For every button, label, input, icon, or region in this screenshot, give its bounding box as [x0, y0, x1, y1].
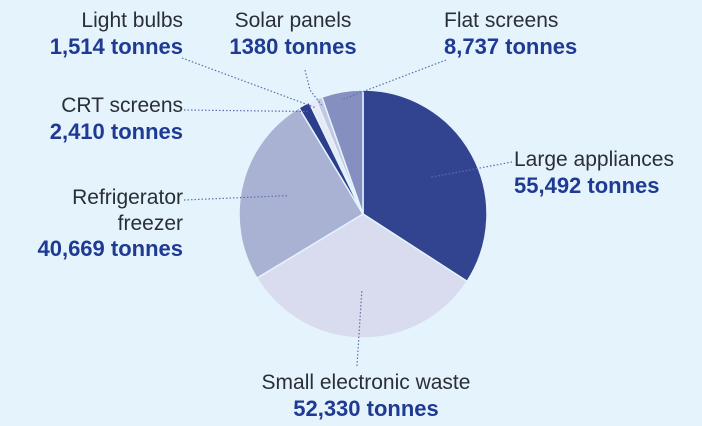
pie-slice-small-electronic-waste [255, 213, 469, 339]
label-large-appliances: Large appliances 55,492 tonnes [514, 147, 674, 199]
label-crt-screens-name: CRT screens [61, 94, 183, 117]
label-crt-screens: CRT screens 2,410 tonnes [50, 93, 183, 145]
label-crt-screens-value: 2,410 tonnes [49, 118, 183, 144]
label-light-bulbs-value: 1,514 tonnes [49, 33, 183, 59]
pie-slice-refrigerator-freezer [238, 106, 365, 280]
label-light-bulbs: Light bulbs 1,514 tonnes [50, 8, 183, 60]
leader-line-flat-screens [343, 59, 447, 100]
label-solar-panels-value: 1380 tonnes [229, 33, 357, 59]
label-refrigerator-name-2: freezer [117, 211, 183, 235]
label-refrigerator-name: Refrigerator [72, 186, 183, 209]
label-flat-screens: Flat screens 8,737 tonnes [444, 8, 577, 60]
label-solar-panels: Solar panels 1380 tonnes [218, 8, 368, 60]
label-flat-screens-name: Flat screens [444, 9, 559, 32]
leader-lines [181, 57, 513, 367]
label-flat-screens-value: 8,737 tonnes [444, 33, 578, 59]
label-small-electronic-name: Small electronic waste [261, 371, 471, 394]
label-refrigerator-freezer: Refrigerator freezer 40,669 tonnes [37, 185, 183, 263]
label-refrigerator-value: 40,669 tonnes [37, 236, 183, 262]
label-large-appliances-value: 55,492 tonnes [514, 172, 660, 198]
label-large-appliances-name: Large appliances [514, 148, 674, 171]
pie-slices [238, 89, 488, 339]
label-solar-panels-name: Solar panels [234, 9, 352, 32]
label-light-bulbs-name: Light bulbs [81, 9, 183, 32]
leader-line-light-bulbs [181, 57, 316, 109]
label-small-electronic-waste: Small electronic waste 52,330 tonnes [221, 370, 511, 422]
leader-line-crt-screens [183, 109, 308, 113]
pie-slice-flat-screens [320, 89, 364, 215]
label-small-electronic-value: 52,330 tonnes [293, 395, 439, 421]
